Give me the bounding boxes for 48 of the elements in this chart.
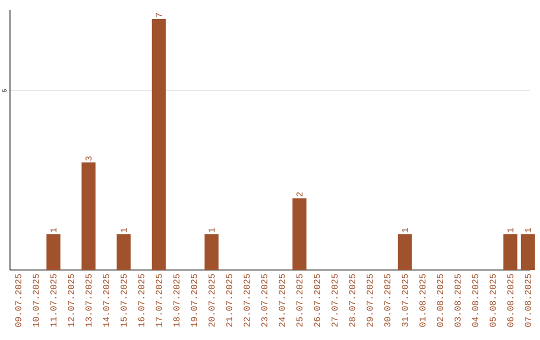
data-label: 1 — [402, 228, 408, 232]
x-tick-label: 26.07.2025 — [314, 274, 320, 327]
x-tick-label: 28.07.2025 — [349, 274, 356, 327]
x-tick-label: 15.07.2025 — [120, 274, 127, 327]
x-tick-label: 16.07.2025 — [138, 274, 144, 327]
x-tick-label: 04.08.2025 — [472, 274, 478, 327]
bar — [398, 234, 412, 270]
x-tick-label: 20.07.2025 — [208, 274, 215, 327]
bar — [46, 234, 60, 270]
x-tick-label: 24.07.2025 — [278, 274, 285, 327]
x-tick-label: 29.07.2025 — [366, 274, 373, 327]
bar — [116, 234, 131, 270]
x-tick-label: 30.07.2025 — [384, 274, 390, 327]
bar — [204, 234, 219, 270]
x-tick-label: 05.08.2025 — [490, 274, 496, 327]
bar — [152, 18, 166, 270]
x-tick-label: 23.07.2025 — [261, 274, 268, 327]
x-tick-label: 31.07.2025 — [402, 274, 408, 327]
x-tick-label: 03.08.2025 — [454, 274, 461, 327]
bar — [503, 234, 518, 270]
x-tick-label: 22.07.2025 — [244, 274, 250, 327]
data-label: 1 — [50, 228, 56, 232]
x-tick-label: 12.07.2025 — [68, 274, 74, 327]
bar — [82, 162, 96, 270]
x-tick-label: 02.08.2025 — [436, 274, 444, 327]
data-label: 2 — [296, 192, 302, 196]
data-label: 3 — [86, 156, 92, 161]
x-tick-label: 07.08.2025 — [524, 274, 531, 327]
x-tick-label: 14.07.2025 — [103, 274, 110, 327]
x-tick-label: 19.07.2025 — [190, 274, 198, 327]
x-tick-label: 17.07.2025 — [156, 274, 162, 327]
bar — [292, 198, 306, 270]
data-label: 1 — [120, 228, 127, 232]
x-tick-label: 09.07.2025 — [15, 274, 22, 327]
x-tick-label: 25.07.2025 — [296, 274, 302, 327]
x-tick-label: 01.08.2025 — [419, 274, 426, 327]
x-tick-label: 21.07.2025 — [226, 274, 232, 327]
data-label: 7 — [156, 13, 162, 18]
data-label: 1 — [524, 228, 531, 232]
x-tick-label: 10.07.2025 — [32, 274, 39, 327]
x-tick-label: 06.08.2025 — [507, 274, 514, 327]
x-tick-label: 18.07.2025 — [173, 274, 180, 327]
x-tick-label: 13.07.2025 — [86, 274, 92, 327]
data-label: 1 — [507, 228, 514, 232]
x-tick-label: 11.07.2025 — [50, 274, 56, 327]
bar — [520, 234, 535, 270]
x-tick-label: 27.07.2025 — [332, 274, 338, 327]
data-label: 1 — [208, 228, 215, 232]
